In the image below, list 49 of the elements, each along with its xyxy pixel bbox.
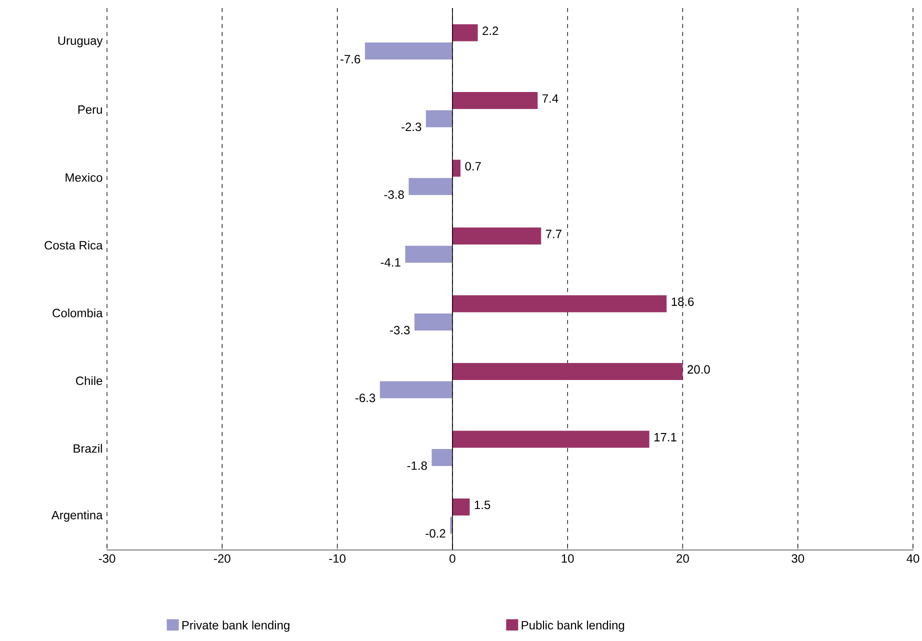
x-tick-label: -30	[98, 554, 116, 563]
y-tick-label: Mexico	[66, 172, 102, 182]
x-tick-label: 30	[792, 554, 804, 563]
data-label: 18.6	[672, 297, 694, 306]
data-label: 20.0	[688, 365, 710, 374]
data-label: -7.6	[340, 54, 360, 64]
data-label: -1.8	[407, 461, 427, 470]
data-label: -4.1	[380, 258, 400, 267]
data-label: -2.3	[402, 122, 422, 132]
data-label: 0.7	[465, 162, 481, 170]
bar	[364, 42, 452, 60]
y-tick-label: Peru	[78, 105, 102, 114]
data-label: -0.2	[426, 529, 446, 538]
data-label: 7.4	[542, 94, 558, 103]
bar	[452, 24, 478, 42]
data-label: -3.8	[384, 190, 404, 199]
bar	[380, 381, 452, 398]
x-tick-label: 20	[676, 554, 689, 563]
y-tick-label: Brazil	[74, 444, 102, 453]
bar	[452, 295, 667, 312]
bar	[452, 228, 542, 244]
y-tick-label: Uruguay	[58, 36, 103, 48]
y-tick-label: Chile	[76, 376, 102, 386]
x-tick-label: 10	[562, 554, 574, 563]
legend-label: Public bank lending	[522, 620, 624, 632]
bar	[452, 160, 460, 177]
x-tick-label: -10	[329, 554, 346, 563]
bar	[452, 363, 683, 380]
x-tick-label: 40	[906, 554, 920, 563]
x-tick-label: 0	[450, 554, 456, 563]
y-tick-label: Argentina	[51, 510, 103, 522]
data-label: -6.3	[355, 394, 376, 402]
data-label: 7.7	[546, 230, 562, 238]
bar	[414, 314, 452, 330]
data-label: -3.3	[390, 326, 410, 334]
bar	[452, 92, 538, 109]
data-label: 17.1	[654, 433, 676, 442]
bar	[426, 110, 452, 128]
bar	[432, 449, 452, 466]
bar	[405, 246, 452, 263]
bar	[452, 498, 470, 516]
y-tick-label: Colombia	[52, 308, 103, 318]
y-tick-label: Costa Rica	[44, 240, 103, 250]
bar	[452, 430, 650, 448]
legend-label: Private bank lending	[182, 620, 290, 632]
bar	[408, 178, 452, 195]
x-tick-label: -20	[214, 554, 230, 563]
data-label: 1.5	[474, 500, 490, 510]
data-label: 2.2	[482, 26, 498, 35]
